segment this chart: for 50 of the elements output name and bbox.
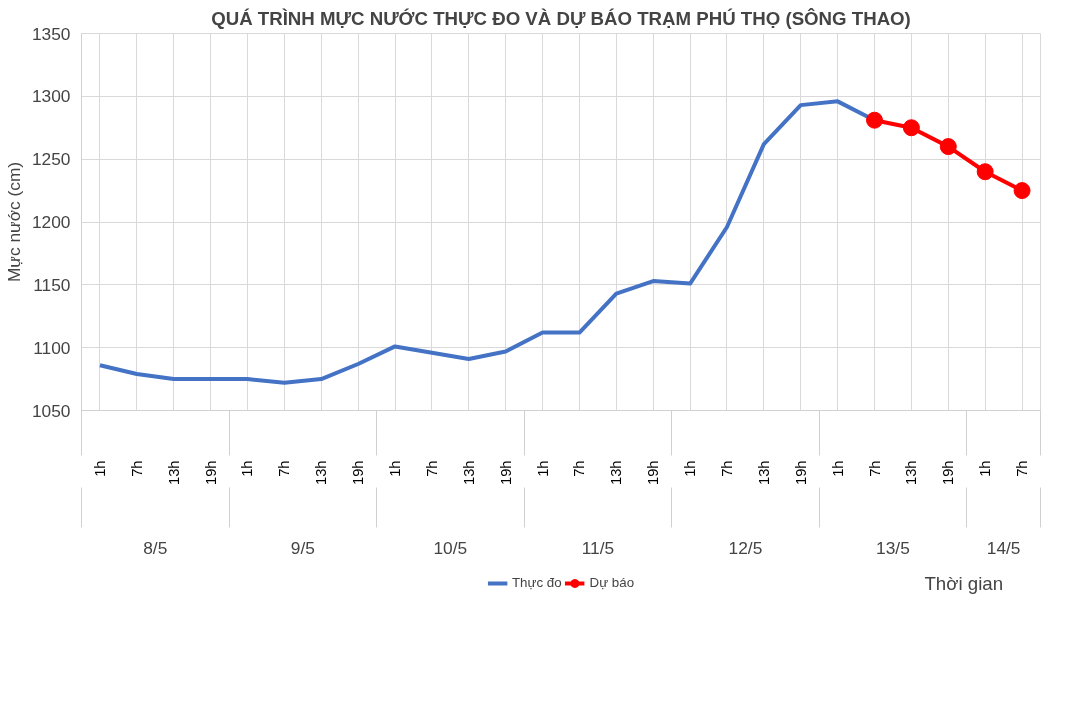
text: 8/5 [143, 537, 168, 558]
legend-label: Dự báo [589, 575, 635, 590]
x-tick-label: 7h [571, 460, 588, 477]
x-tick-label: 19h [350, 460, 367, 485]
x-tick-label: 13h [608, 460, 625, 485]
x-tick-label: 1h [91, 460, 108, 477]
x-tick-label: 1h [829, 460, 846, 477]
y-tick-label: 1050 [31, 400, 71, 421]
text: 14/5 [986, 537, 1021, 558]
x-axis-title: Thời gian [924, 572, 1004, 594]
y-tick-label: 1100 [33, 337, 71, 358]
chart-title: QUÁ TRÌNH MỰC NƯỚC THỰC ĐO VÀ DỰ BÁO TRẠM PHÚ THỌ (SÔNG THAO) [211, 7, 911, 29]
x-tick-label: 7h [276, 460, 293, 477]
x-tick-label: 13h [903, 460, 920, 485]
x-tick-label: 19h [497, 460, 514, 485]
point [939, 138, 957, 156]
text: 9/5 [290, 537, 315, 558]
y-tick-label: 1300 [31, 86, 71, 107]
x-tick-label: 19h [202, 460, 219, 485]
y-tick-label: 1250 [31, 149, 71, 170]
x-tick-label: 13h [755, 460, 772, 485]
text: 11/5 [581, 537, 615, 558]
x-tick-label: 13h [313, 460, 330, 485]
x-tick-label: 1h [387, 460, 404, 477]
y-tick-label: 1150 [33, 274, 71, 295]
x-tick-label: 7h [423, 460, 440, 477]
point [1013, 182, 1031, 200]
text: 10/5 [433, 537, 468, 558]
x-tick-label: 19h [940, 460, 957, 485]
x-tick-label: 1h [239, 460, 256, 477]
x-tick-label: 7h [718, 460, 735, 477]
y-axis-title: Mực nước (cm) [3, 161, 24, 283]
text: 13/5 [876, 537, 910, 558]
x-tick-label: 7h [1014, 460, 1031, 477]
point [866, 111, 884, 129]
x-tick-label: 19h [645, 460, 662, 485]
x-tick-label: 7h [128, 460, 145, 477]
x-tick-label: 1h [977, 460, 994, 477]
x-tick-label: 19h [792, 460, 809, 485]
x-tick-label: 1h [682, 460, 699, 477]
x-tick-label: 13h [460, 460, 477, 485]
y-tick-label: 1350 [31, 23, 71, 44]
legend-label: Thực đo [511, 575, 562, 590]
point [902, 119, 920, 137]
y-tick-label: 1200 [31, 212, 71, 232]
text: 12/5 [728, 537, 763, 558]
x-tick-label: 13h [165, 460, 182, 485]
point [976, 163, 994, 181]
x-tick-label: 1h [534, 460, 551, 477]
x-tick-label: 7h [866, 460, 883, 477]
